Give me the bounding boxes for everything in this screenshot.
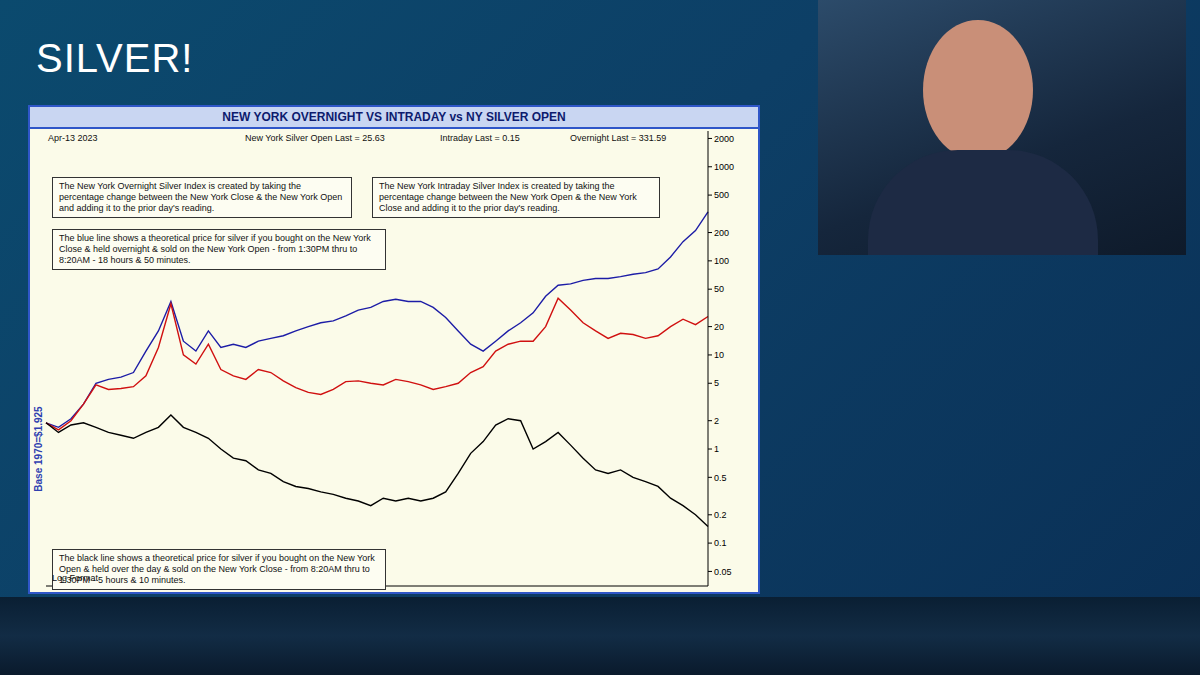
svg-text:2: 2 (714, 416, 719, 426)
html-text:The blue line shows a theoreti: The blue line shows a theoretical price … (59, 233, 371, 265)
svg-text:1000: 1000 (714, 162, 734, 172)
html-text:Apr-13 2023: Apr-13 2023 (48, 133, 98, 143)
svg-text:5: 5 (714, 378, 719, 388)
svg-text:500: 500 (714, 190, 729, 200)
svg-text:2000: 2000 (714, 134, 734, 144)
html-text:SILVER!: SILVER! (36, 36, 194, 80)
html-text:Overnight Last = 331.59: Overnight Last = 331.59 (570, 133, 667, 143)
html-text:Log Format: Log Format (52, 573, 98, 583)
html-text:New York Silver Open Last = 25: New York Silver Open Last = 25.63 (245, 133, 385, 143)
svg-text:20: 20 (714, 322, 724, 332)
svg-text:0.2: 0.2 (714, 510, 727, 520)
html-text:The black line shows a theoret: The black line shows a theoretical price… (59, 553, 375, 585)
html-text:Base 1970=$1.925: Base 1970=$1.925 (32, 406, 44, 492)
html-text:The New York Intraday Silver I: The New York Intraday Silver Index is cr… (379, 181, 637, 213)
svg-text:200: 200 (714, 228, 729, 238)
svg-text:50: 50 (714, 284, 724, 294)
html-text:The New York Overnight Silver: The New York Overnight Silver Index is c… (59, 181, 343, 213)
svg-text:10: 10 (714, 350, 724, 360)
svg-text:0.5: 0.5 (714, 473, 727, 483)
html-text:NEW YORK OVERNIGHT VS INTRADAY: NEW YORK OVERNIGHT VS INTRADAY vs NY SIL… (222, 110, 566, 124)
html-text:Intraday Last = 0.15: Intraday Last = 0.15 (440, 133, 520, 143)
svg-text:100: 100 (714, 256, 729, 266)
svg-text:0.1: 0.1 (714, 538, 727, 548)
svg-text:1: 1 (714, 444, 719, 454)
svg-text:0.05: 0.05 (714, 567, 732, 577)
